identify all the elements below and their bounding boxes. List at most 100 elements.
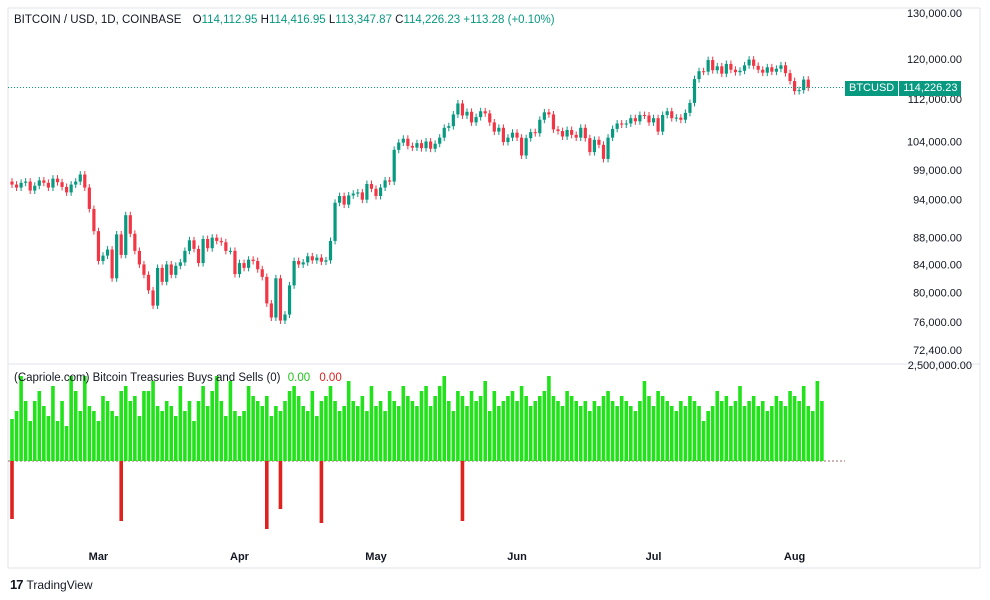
buy-bar [137, 416, 142, 461]
buy-bar [770, 406, 774, 461]
candle-body [92, 208, 96, 232]
candle-body [674, 117, 678, 119]
open-label: O [192, 14, 202, 26]
buy-bar [205, 406, 210, 461]
candle-body [779, 65, 783, 69]
candle-body [206, 238, 210, 249]
candle-body [278, 278, 283, 321]
symbol-label[interactable]: BITCOIN / USD, 1D, COINBASE [14, 14, 182, 26]
indicator-sell-value: 0.00 [319, 372, 342, 384]
candle-body [483, 111, 487, 114]
buy-bar [246, 386, 251, 461]
buy-bar [783, 406, 788, 461]
candle-body [19, 182, 23, 188]
candle-body [647, 115, 651, 123]
buy-bar [169, 406, 174, 461]
buy-bar [387, 391, 392, 461]
buy-bar [497, 406, 501, 461]
candle-body [765, 67, 769, 73]
low-label: L [328, 14, 336, 26]
buy-bar [360, 396, 365, 461]
buy-bar [542, 391, 547, 461]
buy-bar [742, 406, 747, 461]
buy-bar [619, 396, 624, 461]
indicator-legend[interactable]: (Capriole.com) Bitcoin Treasuries Buys a… [14, 372, 342, 384]
candle-body [802, 79, 806, 91]
tradingview-name: TradingView [26, 577, 93, 592]
price-tick-label: 112,000.00 [908, 94, 962, 106]
buy-bar [164, 401, 169, 461]
candle-body [310, 256, 314, 261]
candle-body [574, 134, 578, 138]
price-tag-symbol: BTCUSD [849, 82, 895, 94]
buy-bar [556, 401, 560, 461]
buy-bar [406, 396, 410, 461]
candle-body [14, 184, 19, 188]
candle-body [633, 118, 637, 122]
candle-body [378, 187, 383, 197]
candle-body [224, 242, 228, 251]
buy-bar [123, 386, 128, 461]
candle-body [679, 117, 683, 120]
time-tick-label: Aug [784, 551, 805, 563]
candle-body [592, 139, 596, 153]
candle-body [42, 180, 46, 183]
candle-body [670, 111, 674, 119]
candle-body [292, 261, 296, 286]
candle-body [251, 259, 255, 262]
candle-body [383, 180, 387, 188]
tradingview-brand[interactable]: 17 TradingView [10, 577, 93, 592]
candle-body [656, 118, 660, 132]
buy-bar [128, 401, 133, 461]
buy-bar [242, 411, 246, 461]
buy-bar [92, 411, 96, 461]
buy-bar [506, 396, 510, 461]
buy-bar [287, 391, 292, 461]
indicator-pane[interactable] [8, 376, 845, 529]
candle-body [529, 132, 533, 139]
price-pane[interactable] [7, 7, 981, 569]
buy-bar [433, 396, 437, 461]
buy-bar [383, 411, 387, 461]
buy-bar [642, 381, 647, 461]
buy-bar [610, 401, 615, 461]
buy-bar [142, 391, 146, 461]
candle-body [83, 174, 87, 188]
buy-bar [237, 416, 242, 461]
candle-body [274, 278, 278, 318]
candle-body [333, 202, 337, 241]
buy-bar [501, 401, 506, 461]
candle-body [142, 264, 146, 275]
buy-bar [510, 391, 515, 461]
time-tick-label: Jul [646, 551, 662, 563]
buy-bar [674, 411, 679, 461]
buy-bar [474, 401, 478, 461]
time-axis[interactable]: Mar Apr May Jun Jul Aug [89, 551, 806, 563]
buy-bar [538, 396, 542, 461]
buy-bar [565, 391, 569, 461]
tradingview-logo-icon: 17 [10, 577, 24, 592]
candle-body [456, 103, 460, 115]
buy-bar [419, 391, 424, 461]
candle-body [542, 112, 546, 120]
candle-body [538, 119, 542, 134]
buy-bar [765, 411, 770, 461]
buy-bar [192, 421, 196, 461]
buy-bar [733, 401, 738, 461]
candle-body [74, 181, 78, 185]
candle-body [683, 112, 687, 120]
candle-body [110, 249, 114, 279]
buy-bar [310, 391, 315, 461]
buy-bar [210, 391, 214, 461]
candle-body [219, 240, 223, 243]
candle-body [451, 114, 455, 127]
buy-bar [28, 421, 32, 461]
candle-body [520, 137, 524, 156]
price-axis[interactable]: 130,000.00 120,000.00 112,000.00 104,000.00… [907, 8, 972, 372]
buy-bar [656, 391, 660, 461]
candle-body [469, 111, 474, 123]
buy-bar [87, 406, 92, 461]
candle-body [55, 178, 60, 183]
candle-body [324, 260, 328, 262]
